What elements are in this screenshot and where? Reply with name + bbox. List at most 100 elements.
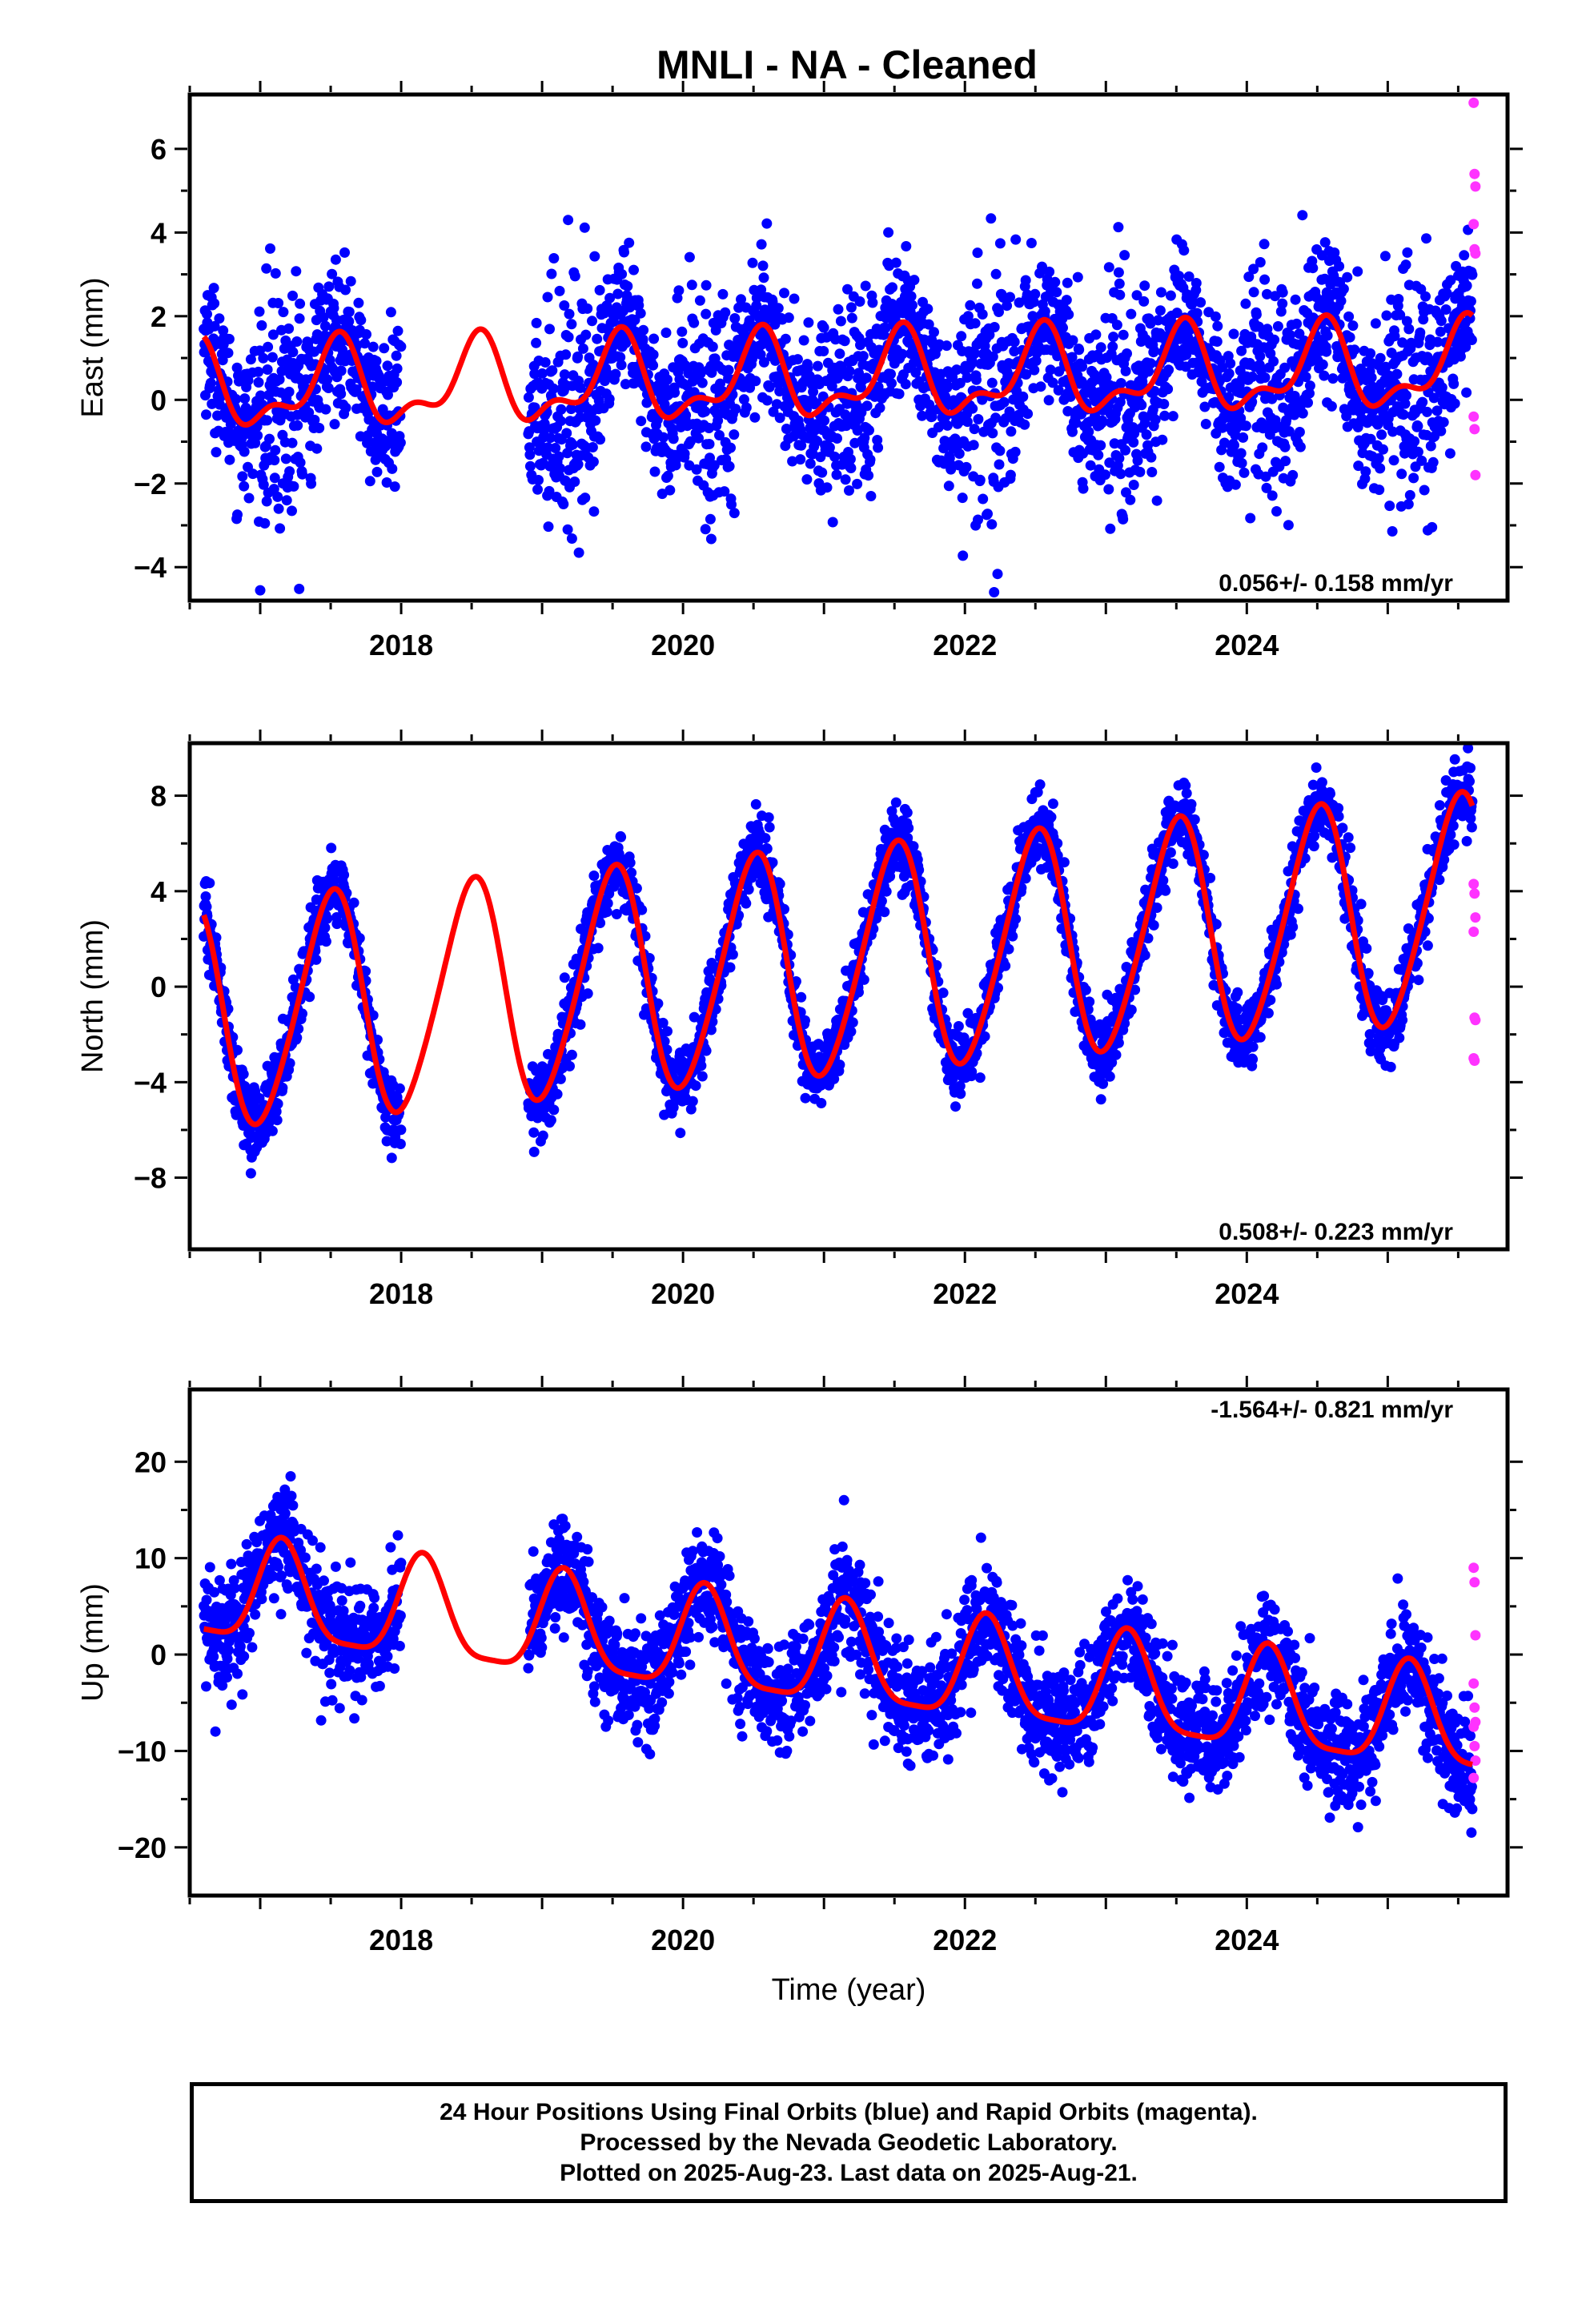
data-point — [1034, 779, 1046, 790]
data-point — [969, 424, 980, 435]
data-point — [273, 298, 284, 308]
data-point — [929, 327, 939, 338]
data-point — [1277, 287, 1288, 298]
data-point — [686, 279, 697, 291]
data-point — [531, 317, 542, 328]
data-point — [238, 1068, 249, 1080]
data-point — [624, 237, 635, 248]
data-point — [846, 312, 857, 324]
data-point — [779, 287, 789, 299]
data-point — [1129, 428, 1140, 439]
data-point — [941, 340, 952, 352]
data-point — [335, 388, 347, 400]
data-point — [1461, 387, 1472, 398]
data-point — [1020, 275, 1031, 286]
data-point — [1444, 448, 1456, 459]
data-point — [381, 477, 392, 488]
data-point — [758, 356, 769, 368]
data-point — [873, 381, 884, 392]
data-point — [705, 513, 716, 525]
data-point — [972, 247, 983, 259]
data-point — [577, 343, 588, 354]
data-point — [322, 913, 333, 924]
data-point — [816, 1098, 827, 1108]
data-point — [636, 416, 647, 427]
data-point — [648, 360, 659, 371]
data-point — [1319, 370, 1330, 381]
data-point — [954, 1080, 966, 1092]
data-point — [1406, 337, 1417, 348]
data-point — [267, 329, 279, 340]
data-point — [845, 463, 857, 473]
data-point — [295, 457, 306, 468]
data-point — [1009, 336, 1020, 348]
data-point — [223, 333, 235, 344]
data-point — [757, 339, 767, 350]
data-point — [262, 364, 273, 375]
data-point — [1002, 300, 1013, 312]
data-point — [831, 469, 842, 480]
data-point — [391, 363, 403, 374]
data-point — [958, 550, 969, 561]
data-point — [529, 368, 540, 380]
data-point — [1020, 873, 1031, 884]
data-point — [1379, 251, 1391, 262]
data-point — [330, 254, 341, 265]
data-point — [1352, 266, 1363, 277]
data-point — [700, 524, 711, 535]
data-point — [845, 302, 857, 313]
data-point — [262, 415, 273, 426]
data-point — [986, 213, 997, 224]
data-point — [202, 308, 212, 320]
data-point — [343, 316, 355, 327]
data-point — [1223, 368, 1235, 379]
data-point — [1335, 296, 1347, 307]
data-point — [1210, 311, 1221, 322]
data-point — [328, 303, 339, 314]
data-point — [701, 279, 712, 291]
rapid-point — [1469, 168, 1480, 179]
data-point — [1029, 364, 1040, 376]
data-point — [860, 280, 871, 292]
data-point — [1118, 329, 1129, 340]
data-point — [1083, 426, 1094, 437]
data-point — [1341, 411, 1352, 422]
data-point — [1466, 335, 1477, 345]
data-point — [1174, 271, 1185, 282]
data-point — [757, 260, 769, 271]
data-point — [1365, 433, 1376, 444]
data-point — [616, 360, 627, 371]
data-point — [392, 325, 404, 336]
rapid-point — [1468, 97, 1480, 108]
data-point — [267, 1125, 278, 1136]
data-point — [295, 298, 306, 309]
data-point — [845, 453, 856, 464]
data-point — [558, 499, 569, 509]
data-point — [690, 1080, 701, 1092]
data-point — [847, 1017, 858, 1028]
data-point — [994, 445, 1006, 456]
data-point — [781, 424, 792, 434]
data-point — [1136, 400, 1147, 411]
data-point — [550, 443, 561, 453]
data-point — [367, 381, 378, 392]
data-point — [741, 402, 752, 413]
data-point — [750, 376, 761, 387]
data-point — [1037, 261, 1047, 272]
data-point — [755, 349, 766, 360]
data-point — [391, 376, 403, 388]
data-point — [314, 423, 325, 433]
data-point — [306, 478, 317, 489]
data-point — [1255, 257, 1266, 267]
data-point — [1058, 322, 1068, 333]
data-point — [707, 341, 718, 352]
data-point — [897, 348, 908, 360]
data-point — [661, 328, 672, 338]
data-point — [1114, 452, 1125, 464]
data-point — [382, 360, 393, 372]
data-point — [529, 402, 540, 413]
data-point — [758, 272, 769, 283]
data-point — [971, 374, 982, 385]
data-point — [297, 468, 307, 480]
data-point — [620, 337, 632, 348]
